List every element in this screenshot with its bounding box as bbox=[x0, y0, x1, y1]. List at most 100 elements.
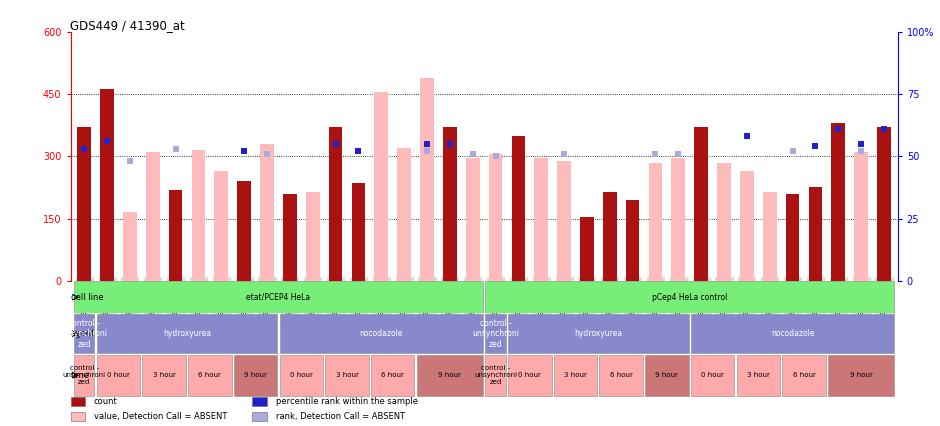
Bar bbox=[279, 355, 323, 396]
Bar bbox=[188, 355, 231, 396]
Bar bbox=[782, 355, 825, 396]
Text: etat/PCEP4 HeLa: etat/PCEP4 HeLa bbox=[246, 293, 310, 302]
Bar bbox=[600, 355, 643, 396]
Bar bbox=[192, 150, 205, 281]
Point bbox=[259, 150, 274, 157]
Text: 9 hour: 9 hour bbox=[244, 372, 267, 378]
Bar bbox=[329, 127, 342, 281]
Bar bbox=[485, 355, 506, 396]
Point bbox=[648, 150, 663, 157]
Point bbox=[740, 133, 755, 140]
Text: 6 hour: 6 hour bbox=[610, 372, 633, 378]
Bar bbox=[143, 355, 186, 396]
Bar bbox=[485, 314, 506, 353]
Point bbox=[419, 148, 434, 155]
Point bbox=[100, 138, 115, 145]
Bar bbox=[74, 314, 95, 353]
Bar bbox=[237, 181, 251, 281]
Bar bbox=[101, 89, 114, 281]
Text: time: time bbox=[70, 371, 90, 380]
Text: 6 hour: 6 hour bbox=[382, 372, 404, 378]
Bar bbox=[74, 282, 483, 313]
Text: 6 hour: 6 hour bbox=[792, 372, 815, 378]
Bar bbox=[534, 158, 548, 281]
Bar bbox=[691, 314, 894, 353]
Text: pCep4 HeLa control: pCep4 HeLa control bbox=[652, 293, 728, 302]
Bar bbox=[511, 135, 525, 281]
Bar bbox=[877, 127, 891, 281]
Bar bbox=[443, 127, 457, 281]
Bar bbox=[283, 194, 297, 281]
Bar bbox=[253, 412, 267, 421]
Text: 3 hour: 3 hour bbox=[747, 372, 770, 378]
Text: 9 hour: 9 hour bbox=[850, 372, 872, 378]
Bar bbox=[398, 148, 411, 281]
Bar bbox=[509, 355, 552, 396]
Bar bbox=[740, 171, 754, 281]
Point bbox=[443, 141, 458, 147]
Bar bbox=[649, 163, 663, 281]
Point bbox=[785, 148, 800, 155]
Point bbox=[876, 126, 891, 132]
Bar bbox=[832, 123, 845, 281]
Text: nocodazole: nocodazole bbox=[359, 329, 403, 338]
Text: 9 hour: 9 hour bbox=[438, 372, 462, 378]
Text: rank, Detection Call = ABSENT: rank, Detection Call = ABSENT bbox=[275, 412, 405, 421]
Point bbox=[168, 146, 183, 153]
Text: count: count bbox=[94, 397, 118, 406]
Text: hydroxyurea: hydroxyurea bbox=[163, 329, 212, 338]
Bar bbox=[626, 200, 639, 281]
Text: control -
unsynchroni
zed: control - unsynchroni zed bbox=[63, 365, 106, 385]
Bar bbox=[808, 187, 822, 281]
Text: 6 hour: 6 hour bbox=[198, 372, 221, 378]
Point bbox=[671, 150, 686, 157]
Bar bbox=[695, 127, 708, 281]
Text: control -
unsynchroni
zed: control - unsynchroni zed bbox=[472, 319, 519, 348]
Text: nocodazole: nocodazole bbox=[771, 329, 814, 338]
Text: 9 hour: 9 hour bbox=[655, 372, 679, 378]
Bar bbox=[509, 314, 689, 353]
Bar bbox=[374, 92, 388, 281]
Point bbox=[854, 141, 869, 147]
Point bbox=[465, 150, 480, 157]
Point bbox=[328, 141, 343, 147]
Bar bbox=[97, 355, 140, 396]
Text: GDS449 / 41390_at: GDS449 / 41390_at bbox=[70, 19, 185, 32]
Text: 0 hour: 0 hour bbox=[518, 372, 541, 378]
Bar bbox=[169, 190, 182, 281]
Point bbox=[854, 148, 869, 155]
Text: 0 hour: 0 hour bbox=[701, 372, 724, 378]
Bar bbox=[580, 216, 594, 281]
Text: 3 hour: 3 hour bbox=[564, 372, 587, 378]
Text: 3 hour: 3 hour bbox=[336, 372, 358, 378]
Bar bbox=[485, 282, 894, 313]
Bar bbox=[554, 355, 597, 396]
Text: 0 hour: 0 hour bbox=[107, 372, 130, 378]
Bar bbox=[717, 163, 731, 281]
Bar bbox=[557, 161, 571, 281]
Text: control -
unsynchroni
zed: control - unsynchroni zed bbox=[474, 365, 517, 385]
Bar bbox=[371, 355, 415, 396]
Bar bbox=[77, 127, 91, 281]
Bar bbox=[74, 355, 95, 396]
Bar bbox=[70, 397, 86, 406]
Point bbox=[122, 158, 137, 165]
Text: percentile rank within the sample: percentile rank within the sample bbox=[275, 397, 417, 406]
Bar bbox=[737, 355, 780, 396]
Bar bbox=[420, 78, 434, 281]
Bar bbox=[253, 397, 267, 406]
Bar bbox=[671, 158, 685, 281]
Point bbox=[419, 141, 434, 147]
Text: control -
unsynchroni
zed: control - unsynchroni zed bbox=[61, 319, 108, 348]
Bar bbox=[97, 314, 277, 353]
Bar bbox=[489, 154, 502, 281]
Text: value, Detection Call = ABSENT: value, Detection Call = ABSENT bbox=[94, 412, 227, 421]
Point bbox=[351, 148, 366, 155]
Bar bbox=[306, 192, 320, 281]
Bar bbox=[214, 171, 228, 281]
Bar bbox=[763, 192, 776, 281]
Bar bbox=[123, 212, 136, 281]
Bar bbox=[70, 412, 86, 421]
Point bbox=[488, 153, 503, 160]
Text: agent: agent bbox=[70, 329, 95, 338]
